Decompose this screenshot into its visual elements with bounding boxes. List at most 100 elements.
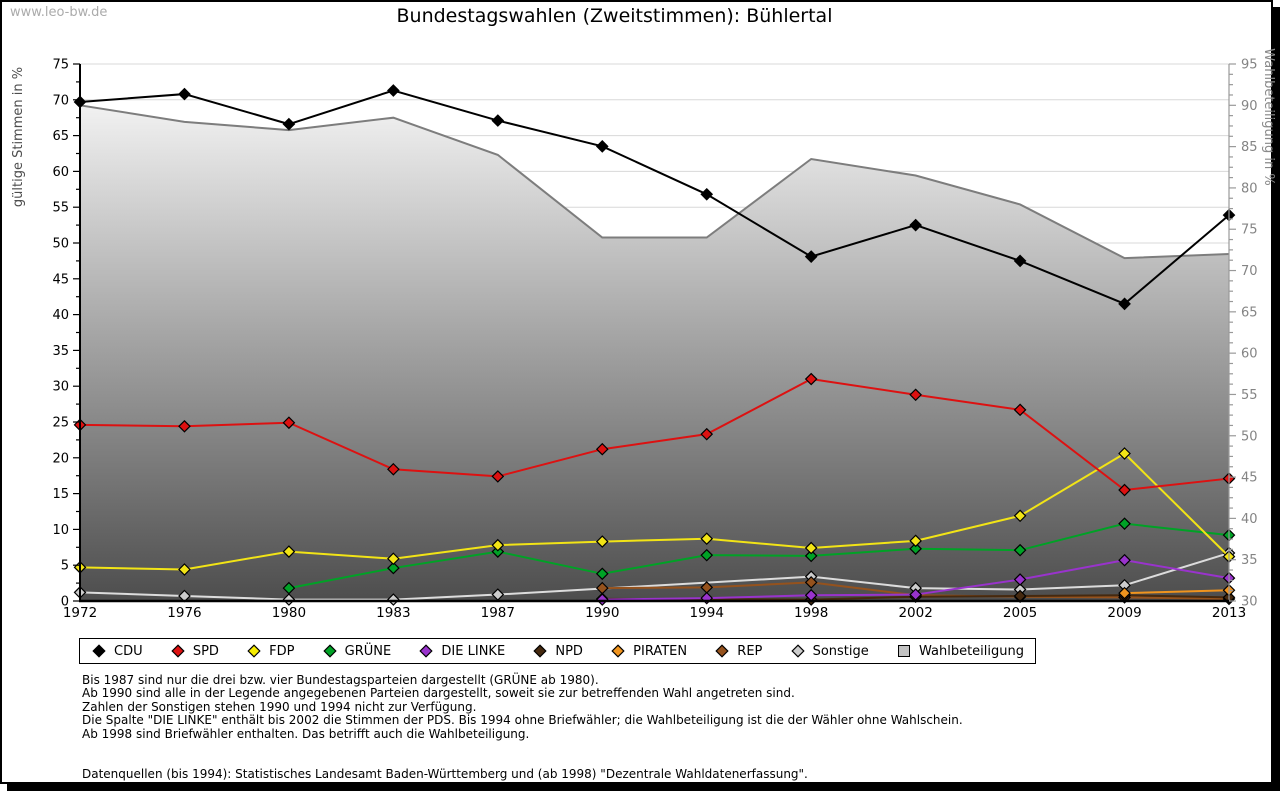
svg-text:30: 30 <box>52 380 69 395</box>
svg-text:10: 10 <box>52 523 69 538</box>
svg-text:2013: 2013 <box>1212 605 1246 621</box>
svg-text:2009: 2009 <box>1107 605 1141 621</box>
series-markers-fdp <box>73 447 1236 576</box>
legend-label: Sonstige <box>812 643 869 659</box>
footnote-line: Datenquellen (bis 1994): Statistisches L… <box>82 766 808 781</box>
svg-text:65: 65 <box>52 129 69 144</box>
legend-label: REP <box>737 643 763 659</box>
svg-text:60: 60 <box>52 165 69 180</box>
svg-text:40: 40 <box>52 308 69 323</box>
svg-text:30: 30 <box>1241 595 1258 610</box>
legend-item-wahlbeteiligung: Wahlbeteiligung <box>896 643 1024 659</box>
series-markers-gr-ne <box>282 517 1236 595</box>
legend-label: DIE LINKE <box>441 643 506 659</box>
right-axis-title: Wahlbeteiligung in % <box>1261 48 1276 185</box>
footnotes: Bis 1987 sind nur die drei bzw. vier Bun… <box>82 673 963 781</box>
svg-text:45: 45 <box>1241 471 1258 486</box>
svg-text:75: 75 <box>1241 223 1258 238</box>
party-diamond-icon <box>247 644 261 658</box>
svg-text:2005: 2005 <box>1003 605 1037 621</box>
svg-text:80: 80 <box>1241 181 1258 196</box>
svg-text:35: 35 <box>52 344 69 359</box>
svg-text:70: 70 <box>52 93 69 108</box>
legend-item-gr-ne: GRÜNE <box>322 643 392 659</box>
svg-text:1983: 1983 <box>376 605 410 621</box>
x-axis-labels: 1972 1976 1980 1983 1987 1990 1994 1998 2002 2005… <box>63 605 1246 621</box>
legend-item-sonstige: Sonstige <box>790 643 869 659</box>
svg-text:65: 65 <box>1241 305 1258 320</box>
left-axis: 0 5 10 15 20 25 30 35 40 45 50 55 60 65 70 75 <box>52 58 80 610</box>
series-markers-cdu <box>73 84 1236 311</box>
party-diamond-icon <box>533 644 548 658</box>
svg-text:2002: 2002 <box>898 605 932 621</box>
footnote-line: Die Spalte "DIE LINKE" enthält bis 2002 … <box>82 713 963 728</box>
svg-text:35: 35 <box>1241 553 1258 568</box>
footnote-line <box>82 754 963 767</box>
legend-label: NPD <box>555 643 583 659</box>
svg-text:1972: 1972 <box>63 605 97 621</box>
legend-item-spd: SPD <box>170 643 219 659</box>
svg-text:20: 20 <box>52 451 69 466</box>
footnote-line <box>82 741 963 754</box>
turnout-area <box>80 105 1229 602</box>
legend-label: FDP <box>269 643 295 659</box>
legend-item-die-linke: DIE LINKE <box>418 643 505 659</box>
series-line-spd <box>79 378 1230 492</box>
svg-text:55: 55 <box>1241 388 1258 403</box>
svg-text:1994: 1994 <box>690 605 724 621</box>
party-diamond-icon <box>92 644 106 658</box>
svg-text:95: 95 <box>1241 58 1258 73</box>
series-line-gr-ne <box>288 522 1230 590</box>
svg-text:1976: 1976 <box>167 605 201 621</box>
legend-label: PIRATEN <box>633 643 688 659</box>
series-line-sonstige <box>79 552 1230 601</box>
left-axis-title: gültige Stimmen in % <box>11 67 26 207</box>
svg-text:40: 40 <box>1241 512 1258 527</box>
footnote-line: Bis 1987 sind nur die drei bzw. vier Bun… <box>82 673 599 687</box>
svg-text:90: 90 <box>1241 99 1258 114</box>
svg-text:0: 0 <box>61 595 69 610</box>
legend-item-piraten: PIRATEN <box>610 643 687 659</box>
svg-text:55: 55 <box>52 201 69 216</box>
legend-item-rep: REP <box>714 643 762 659</box>
axes: 0 5 10 15 20 25 30 35 40 45 50 55 60 65 70 75 30 35 40 45 50… <box>52 58 1257 622</box>
svg-text:1998: 1998 <box>794 605 828 621</box>
footnote-line: Ab 1998 sind Briefwähler enthalten. Das … <box>82 726 530 741</box>
page-title: Bundestagswahlen (Zweitstimmen): Bühlert… <box>396 5 833 27</box>
party-diamond-icon <box>419 644 434 658</box>
svg-text:85: 85 <box>1241 140 1258 155</box>
legend-item-cdu: CDU <box>91 643 143 659</box>
svg-text:25: 25 <box>52 416 69 431</box>
party-diamond-icon <box>790 644 805 658</box>
svg-text:1987: 1987 <box>481 605 515 621</box>
svg-text:1990: 1990 <box>585 605 619 621</box>
party-diamond-icon <box>171 644 185 658</box>
legend-item-fdp: FDP <box>246 643 294 659</box>
series-line-npd <box>602 594 1230 601</box>
legend-label: Wahlbeteiligung <box>918 643 1024 659</box>
legend-label: GRÜNE <box>344 643 392 659</box>
svg-text:5: 5 <box>61 559 69 574</box>
turnout-swatch-icon <box>897 645 910 657</box>
footnote-line: Ab 1990 sind alle in der Legende angegeb… <box>82 686 795 701</box>
svg-text:60: 60 <box>1241 347 1258 362</box>
svg-text:50: 50 <box>52 237 69 252</box>
legend-item-npd: NPD <box>532 643 583 659</box>
turnout-line <box>79 104 1230 260</box>
svg-text:15: 15 <box>52 487 69 502</box>
svg-text:75: 75 <box>52 58 69 73</box>
party-diamond-icon <box>715 644 729 658</box>
footnote-line: Zahlen der Sonstigen stehen 1990 und 199… <box>82 699 477 714</box>
series-line-cdu <box>79 89 1230 306</box>
legend: CDU SPD FDP GRÜNE DIE LINKE NPD PIRATEN REP Sons… <box>79 638 1036 664</box>
svg-text:50: 50 <box>1241 429 1258 444</box>
series-markers-die-linke <box>595 553 1236 606</box>
party-diamond-icon <box>323 644 337 658</box>
watermark: www.leo-bw.de <box>10 5 108 20</box>
election-chart-svg: 0 5 10 15 20 25 30 35 40 45 50 55 60 65 70 75 30 35 40 45 50… <box>11 48 1276 622</box>
svg-text:45: 45 <box>52 272 69 287</box>
legend-label: CDU <box>114 643 143 659</box>
series-line-fdp <box>79 452 1230 571</box>
